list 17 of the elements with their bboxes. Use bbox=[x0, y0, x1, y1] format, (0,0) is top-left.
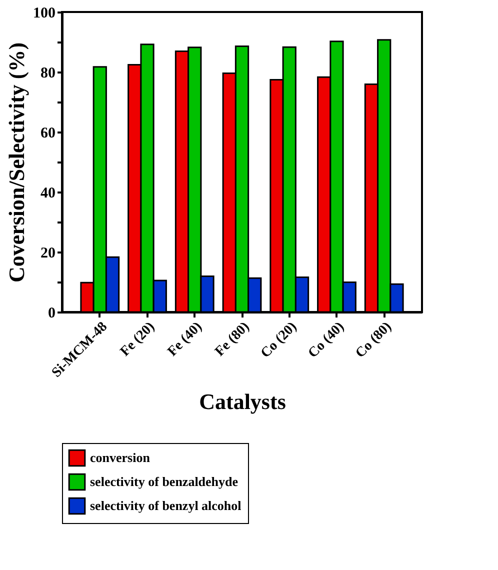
y-axis-title: Coversion/Selectivity (%) bbox=[4, 42, 29, 283]
y-tick-label: 60 bbox=[40, 126, 56, 142]
legend-label: conversion bbox=[90, 450, 151, 465]
y-tick-label: 100 bbox=[33, 6, 56, 22]
x-tick-label: Co (20) bbox=[258, 319, 300, 362]
x-axis-title: Catalysts bbox=[199, 388, 286, 414]
legend-label: selectivity of benzyl alcohol bbox=[90, 498, 242, 513]
x-tick-label: Fe (20) bbox=[118, 319, 158, 360]
x-tick-label: Fe (40) bbox=[165, 319, 206, 360]
y-tick-label: 80 bbox=[40, 66, 56, 82]
y-tick-label: 0 bbox=[48, 306, 56, 322]
x-tick-label: Co (80) bbox=[353, 319, 395, 362]
legend-label: selectivity of benzaldehyde bbox=[90, 474, 238, 489]
y-tick-label: 20 bbox=[40, 246, 56, 262]
x-tick-label: Fe (80) bbox=[212, 319, 253, 360]
x-tick-label: Co (40) bbox=[306, 319, 348, 362]
y-tick-label: 40 bbox=[40, 186, 56, 202]
